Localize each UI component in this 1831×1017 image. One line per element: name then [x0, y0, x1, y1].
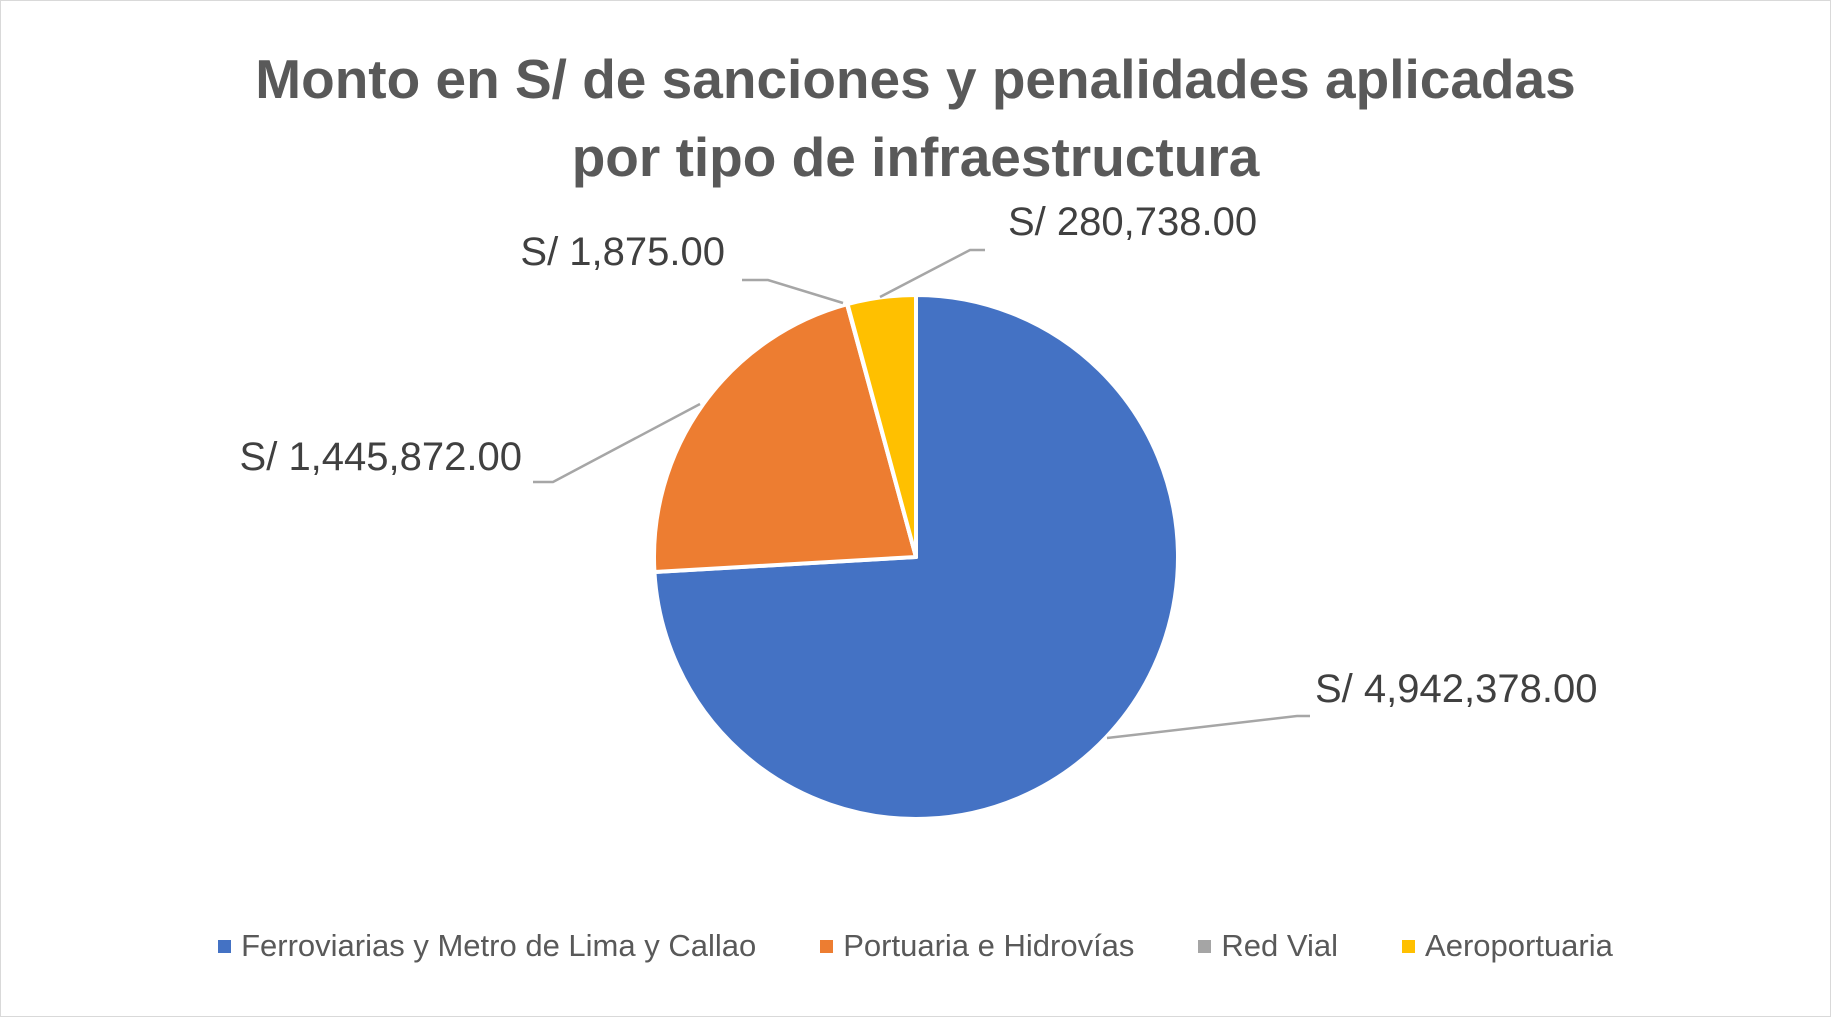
chart-title: Monto en S/ de sanciones y penalidades a…: [0, 40, 1831, 196]
legend-item-portuaria: Portuaria e Hidrovías: [820, 928, 1134, 964]
leader-line-ferroviarias: [1106, 714, 1310, 740]
legend-label-aeroportuaria: Aeroportuaria: [1425, 928, 1613, 963]
leader-line-red-vial: [742, 278, 844, 305]
legend-swatch-ferroviarias: [218, 939, 232, 953]
chart-title-line-1: Monto en S/ de sanciones y penalidades a…: [255, 48, 1576, 110]
leader-line-aeroportuaria: [879, 248, 985, 299]
legend: Ferroviarias y Metro de Lima y Callao Po…: [0, 928, 1831, 964]
legend-swatch-portuaria: [820, 939, 834, 953]
chart-title-line-2: por tipo de infraestructura: [571, 126, 1260, 188]
legend-item-ferroviarias: Ferroviarias y Metro de Lima y Callao: [218, 928, 756, 964]
legend-label-portuaria: Portuaria e Hidrovías: [843, 928, 1135, 963]
legend-swatch-red-vial: [1198, 939, 1212, 953]
legend-item-aeroportuaria: Aeroportuaria: [1402, 928, 1613, 964]
data-label-ferroviarias: S/ 4,942,378.00: [1315, 667, 1597, 711]
legend-label-ferroviarias: Ferroviarias y Metro de Lima y Callao: [241, 928, 757, 963]
legend-item-red-vial: Red Vial: [1198, 928, 1338, 964]
data-label-aeroportuaria: S/ 280,738.00: [1008, 200, 1257, 244]
data-label-portuaria: S/ 1,445,872.00: [240, 435, 522, 479]
leader-line-portuaria: [533, 402, 701, 484]
pie-slice-portuaria: [652, 302, 918, 574]
legend-swatch-aeroportuaria: [1402, 939, 1416, 953]
data-label-red-vial: S/ 1,875.00: [520, 230, 725, 274]
legend-label-red-vial: Red Vial: [1221, 928, 1339, 963]
